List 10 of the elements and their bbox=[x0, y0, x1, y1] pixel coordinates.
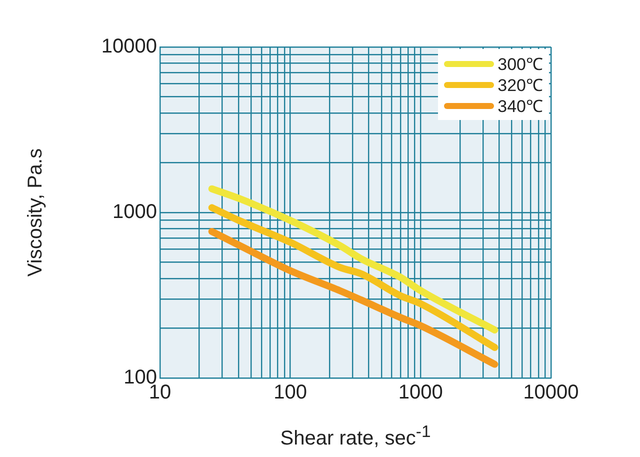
legend-label: 320℃ bbox=[498, 75, 543, 96]
y-axis-title: Viscosity, Pa.s bbox=[24, 148, 47, 277]
x-tick-label: 10000 bbox=[523, 382, 579, 404]
legend-label: 340℃ bbox=[498, 96, 543, 117]
y-tick-label: 10000 bbox=[101, 36, 157, 58]
y-tick-label: 1000 bbox=[112, 201, 157, 224]
x-tick-label: 1000 bbox=[398, 382, 443, 404]
x-tick-label: 100 bbox=[274, 382, 308, 404]
x-axis-title: Shear rate, sec$^{-1}$ bbox=[279, 422, 432, 451]
legend-label: 300℃ bbox=[498, 54, 543, 75]
